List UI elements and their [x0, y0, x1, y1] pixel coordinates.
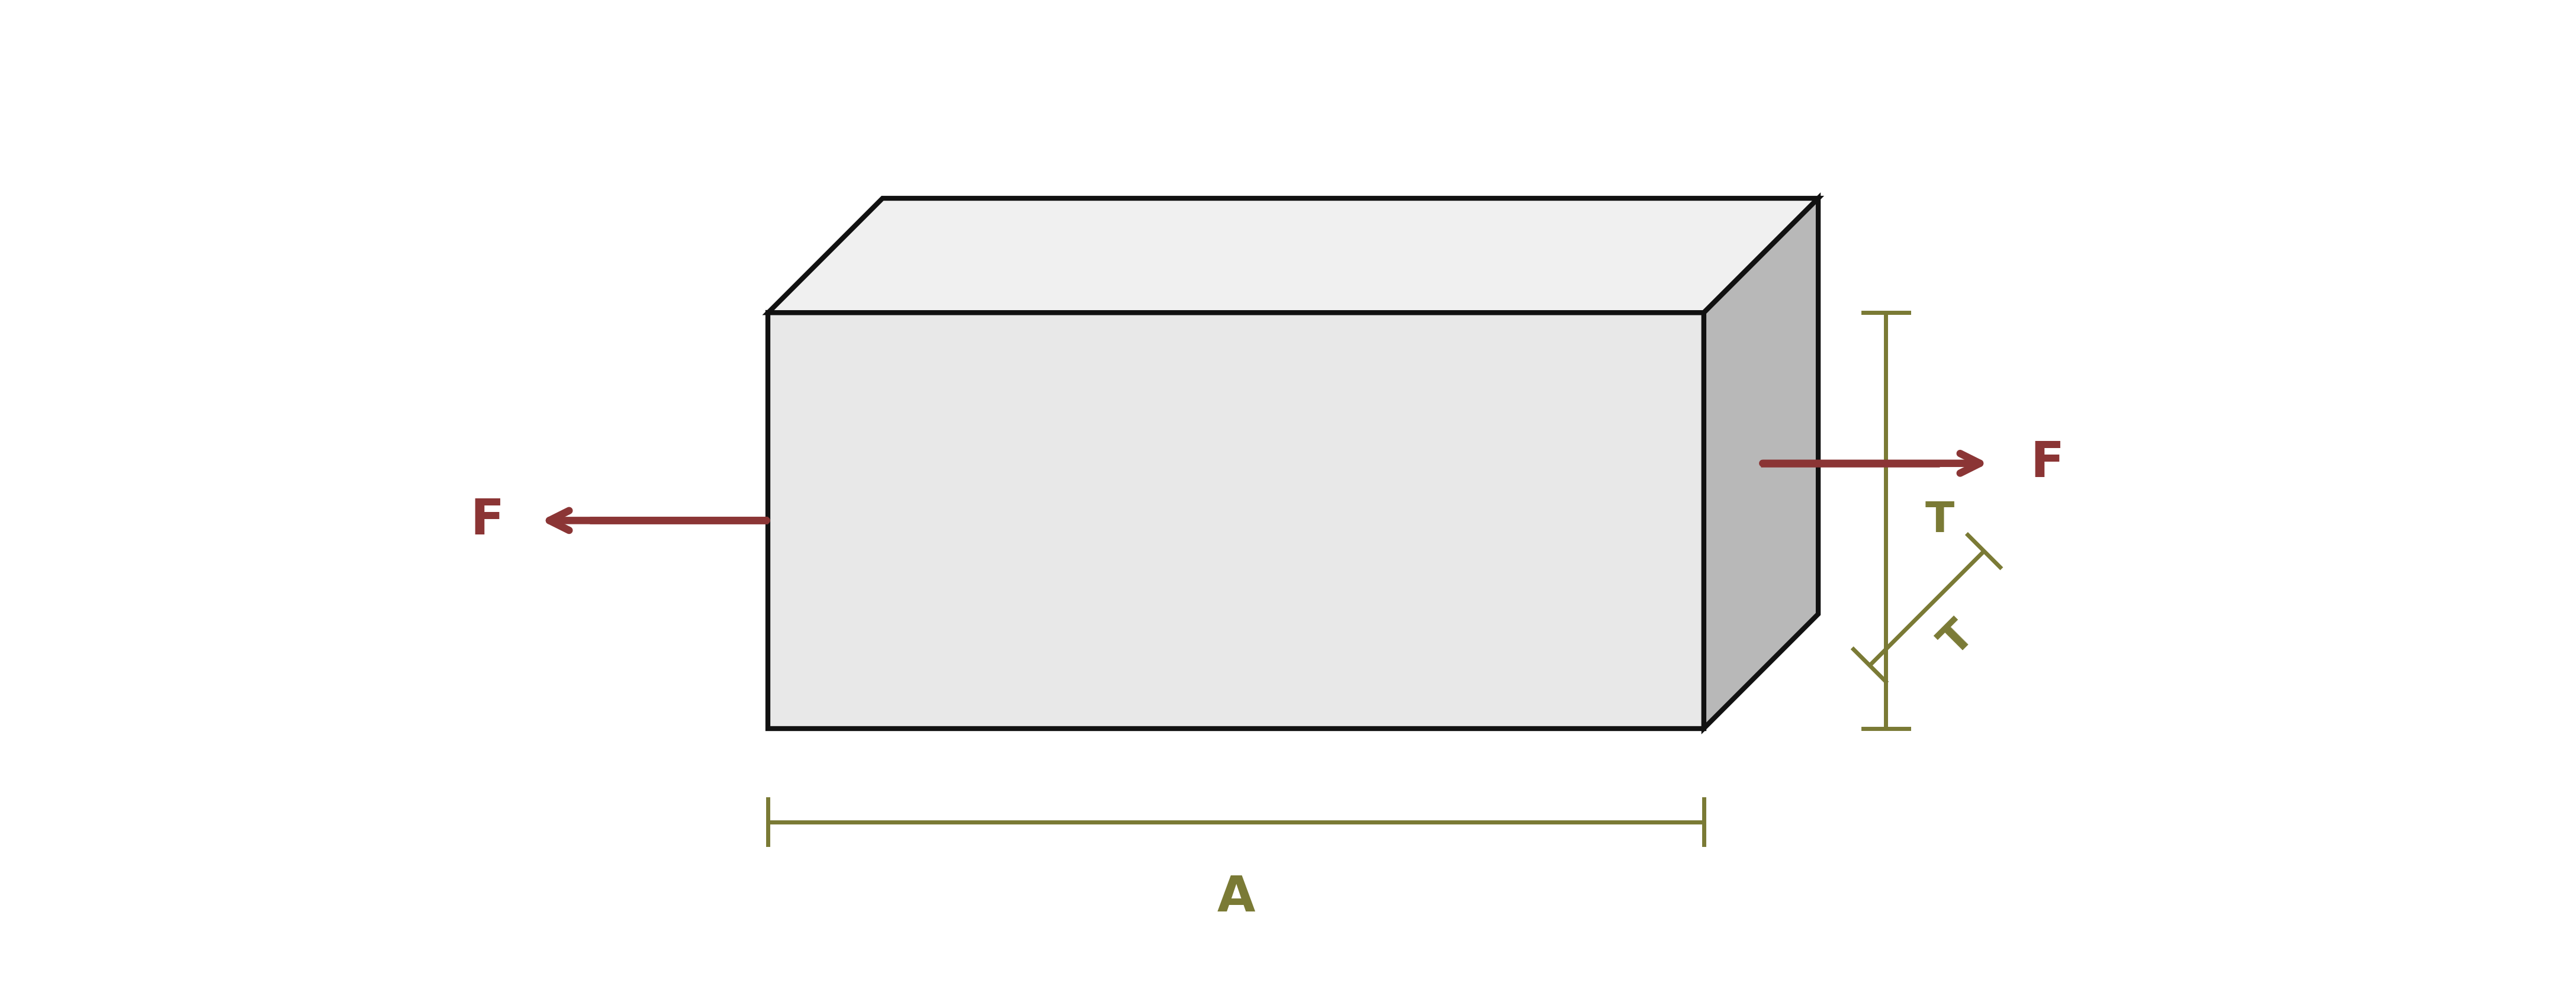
- Text: A: A: [1216, 874, 1255, 922]
- Polygon shape: [768, 313, 1703, 728]
- Text: F: F: [2030, 439, 2063, 488]
- Polygon shape: [768, 198, 1819, 313]
- Polygon shape: [1703, 198, 1819, 728]
- Text: T: T: [1932, 614, 1984, 664]
- Text: T: T: [1924, 500, 1955, 541]
- Text: F: F: [471, 496, 505, 545]
